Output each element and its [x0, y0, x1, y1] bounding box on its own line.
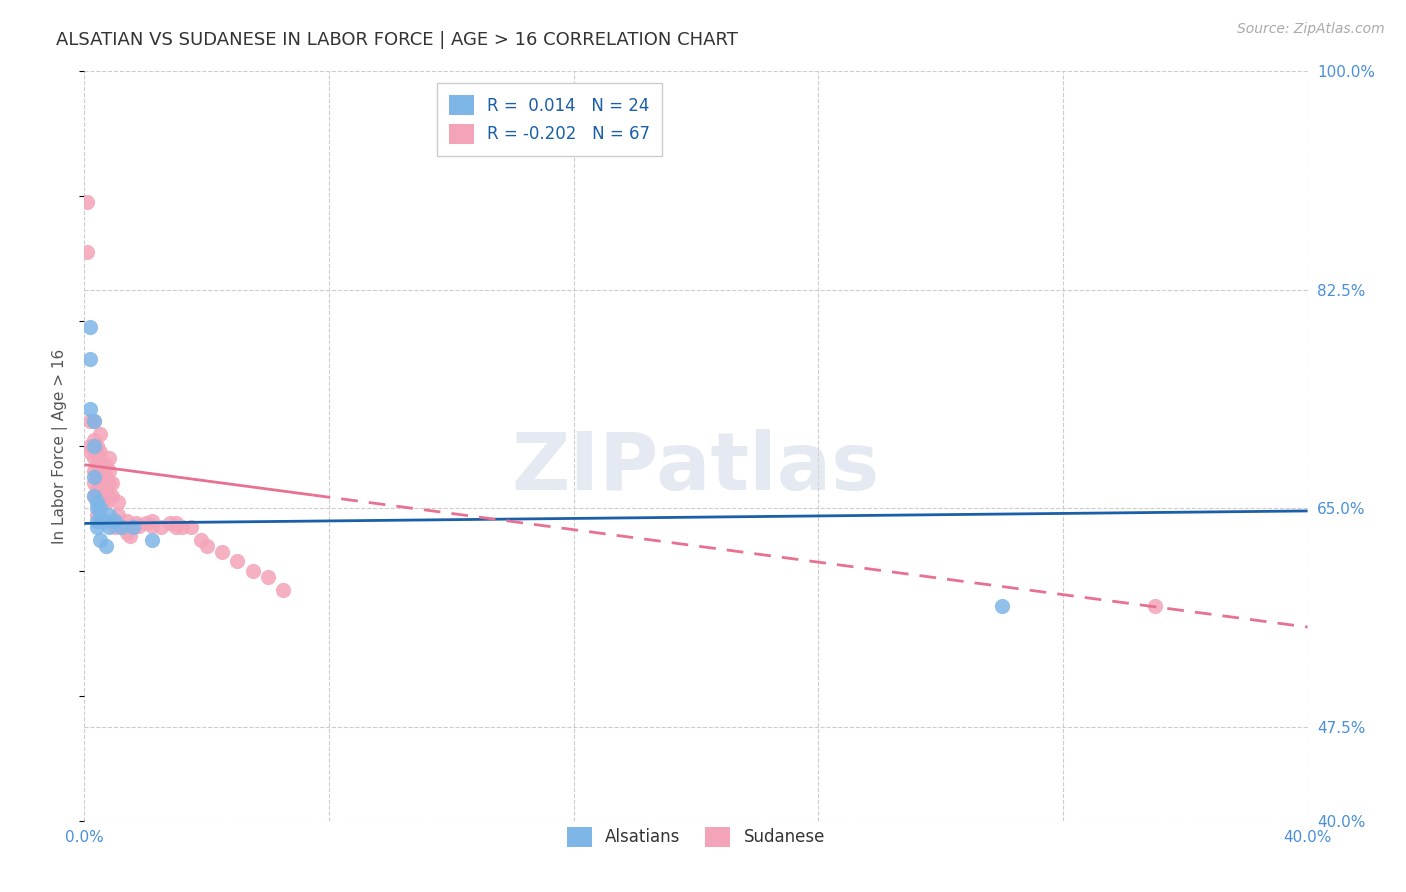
Point: [122, 520, 145, 534]
Point: [86, 508, 108, 522]
Point: [101, 476, 124, 491]
Point: [104, 514, 127, 528]
Point: [141, 514, 163, 528]
Point: [190, 533, 212, 547]
Point: [83, 451, 105, 466]
Y-axis label: In Labor Force | Age > 16: In Labor Force | Age > 16: [52, 349, 69, 543]
Point: [195, 539, 218, 553]
Point: [83, 470, 105, 484]
Point: [97, 489, 120, 503]
Point: [97, 520, 120, 534]
Point: [89, 533, 111, 547]
Point: [89, 501, 111, 516]
Point: [94, 539, 117, 553]
Point: [211, 545, 233, 559]
Point: [172, 520, 194, 534]
Point: [91, 514, 114, 528]
Point: [97, 476, 120, 491]
Point: [86, 514, 108, 528]
Point: [83, 464, 105, 478]
Point: [86, 495, 108, 509]
Point: [79, 351, 101, 366]
Point: [122, 520, 145, 534]
Point: [141, 519, 163, 533]
Point: [257, 570, 280, 584]
Point: [83, 433, 105, 447]
Point: [86, 483, 108, 497]
Point: [165, 516, 187, 531]
Point: [86, 520, 108, 534]
Point: [97, 451, 120, 466]
Point: [89, 426, 111, 441]
Point: [97, 464, 120, 478]
Point: [1143, 599, 1166, 613]
Point: [115, 526, 138, 541]
Point: [135, 516, 157, 531]
Point: [86, 495, 108, 509]
Point: [159, 516, 181, 531]
Point: [149, 520, 172, 534]
Point: [86, 445, 108, 459]
Text: ZIPatlas: ZIPatlas: [512, 429, 880, 508]
Point: [79, 439, 101, 453]
Legend: Alsatians, Sudanese: Alsatians, Sudanese: [560, 820, 832, 854]
Point: [86, 439, 108, 453]
Point: [97, 508, 120, 522]
Point: [86, 501, 108, 516]
Point: [79, 401, 101, 416]
Point: [94, 483, 117, 497]
Point: [83, 489, 105, 503]
Point: [165, 520, 187, 534]
Point: [83, 476, 105, 491]
Point: [89, 458, 111, 472]
Point: [110, 520, 132, 534]
Point: [91, 495, 114, 509]
Point: [125, 516, 148, 531]
Point: [76, 195, 98, 210]
Point: [79, 445, 101, 459]
Point: [271, 582, 294, 597]
Point: [104, 514, 127, 528]
Point: [89, 514, 111, 528]
Point: [83, 414, 105, 428]
Point: [79, 414, 101, 428]
Point: [89, 483, 111, 497]
Point: [83, 414, 105, 428]
Point: [91, 483, 114, 497]
Point: [83, 489, 105, 503]
Text: ALSATIAN VS SUDANESE IN LABOR FORCE | AGE > 16 CORRELATION CHART: ALSATIAN VS SUDANESE IN LABOR FORCE | AG…: [56, 31, 738, 49]
Point: [115, 514, 138, 528]
Point: [91, 458, 114, 472]
Point: [89, 445, 111, 459]
Point: [120, 529, 142, 543]
Point: [79, 320, 101, 334]
Point: [94, 495, 117, 509]
Point: [226, 554, 249, 568]
Point: [107, 508, 129, 522]
Point: [112, 520, 135, 534]
Point: [104, 520, 127, 534]
Point: [89, 495, 111, 509]
Point: [91, 470, 114, 484]
Point: [83, 439, 105, 453]
Point: [86, 458, 108, 472]
Point: [101, 489, 124, 503]
Text: Source: ZipAtlas.com: Source: ZipAtlas.com: [1237, 22, 1385, 37]
Point: [180, 520, 202, 534]
Point: [86, 470, 108, 484]
Point: [107, 495, 129, 509]
Point: [242, 564, 264, 578]
Point: [94, 458, 117, 472]
Point: [110, 520, 132, 534]
Point: [76, 245, 98, 260]
Point: [89, 470, 111, 484]
Point: [94, 514, 117, 528]
Point: [94, 470, 117, 484]
Point: [128, 519, 150, 533]
Point: [991, 599, 1014, 613]
Point: [141, 533, 163, 547]
